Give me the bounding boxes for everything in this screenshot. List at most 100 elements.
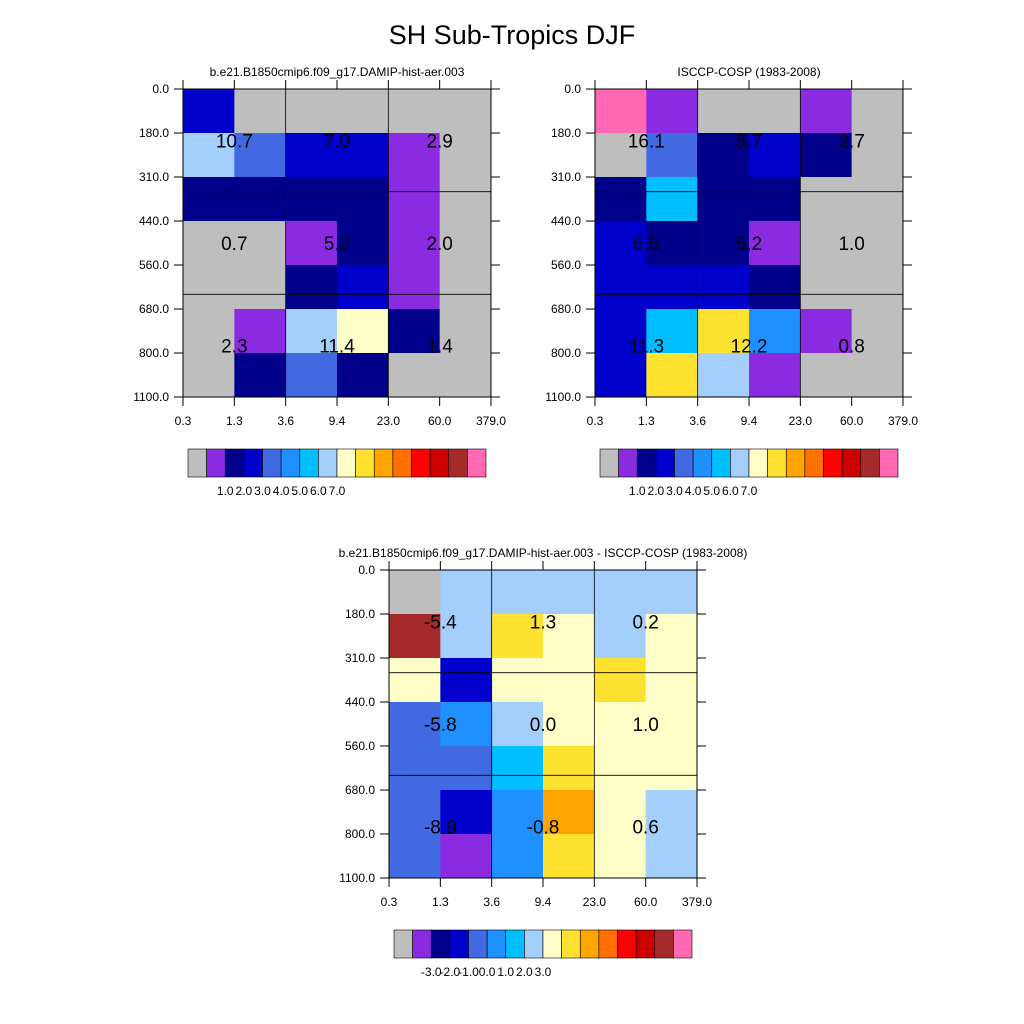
heatmap-cell <box>595 177 647 222</box>
colorbar-swatch <box>393 929 413 959</box>
heatmap-cell <box>749 265 801 310</box>
y-tick-label: 180.0 <box>345 607 375 621</box>
block-value-label: 0.8 <box>838 337 864 358</box>
colorbar-label: 5.0 <box>703 484 720 498</box>
heatmap-cell <box>543 746 595 791</box>
heatmap-cell <box>645 570 698 615</box>
x-tick-label: 3.6 <box>483 895 500 909</box>
colorbar-label: -3.0 <box>421 965 442 979</box>
heatmap-cell <box>439 133 492 178</box>
colorbar-swatch <box>187 448 207 478</box>
heatmap-cell <box>337 309 389 354</box>
x-tick-label: 0.3 <box>587 414 604 428</box>
heatmap-cell <box>337 133 389 178</box>
heatmap-cell <box>594 702 647 747</box>
heatmap-cell <box>851 133 904 178</box>
colorbar-swatch <box>206 448 226 478</box>
block-value-label: 0.2 <box>632 612 658 633</box>
heatmap-cell <box>439 221 492 266</box>
heatmap-cell <box>440 614 493 659</box>
block-value-label: 0.7 <box>221 234 247 255</box>
x-tick-label: 379.0 <box>888 414 918 428</box>
heatmap-cell <box>749 221 801 266</box>
colorbar-swatch <box>486 929 507 959</box>
colorbar-label: 3.0 <box>254 484 271 498</box>
heatmap-cell <box>594 658 647 703</box>
heatmap-cell <box>595 353 647 398</box>
heatmap-cell <box>389 834 441 879</box>
heatmap-cell <box>800 353 853 398</box>
colorbar-swatch <box>448 448 468 478</box>
colorbar-swatch <box>561 929 581 959</box>
colorbar-swatch <box>636 448 657 478</box>
block-value-label: 0.0 <box>530 715 556 736</box>
heatmap-cell <box>491 570 544 615</box>
heatmap-cell <box>440 790 493 835</box>
heatmap-cell <box>594 570 647 615</box>
heatmap-cell <box>749 133 801 178</box>
heatmap-cell <box>234 221 287 266</box>
block-value-label: 16.1 <box>628 131 665 152</box>
heatmap-cell <box>749 353 801 398</box>
block-value-label: 5.2 <box>324 234 350 255</box>
heatmap-cell <box>645 790 698 835</box>
colorbar-swatch <box>280 448 301 478</box>
colorbar-label: 1.0 <box>497 965 514 979</box>
panel-model-title: b.e21.B1850cmip6.f09_g17.DAMIP-hist-aer.… <box>210 65 465 79</box>
y-tick-label: 800.0 <box>551 346 581 360</box>
y-tick-label: 680.0 <box>345 783 375 797</box>
block-value-label: 5.2 <box>736 234 762 255</box>
heatmap-cell <box>851 221 904 266</box>
y-tick-label: 560.0 <box>551 258 581 272</box>
y-tick-label: 0.0 <box>152 82 169 96</box>
block-value-label: 1.4 <box>426 337 453 358</box>
block-value-label: 7.0 <box>324 131 350 152</box>
colorbar-label: 7.0 <box>741 484 758 498</box>
heatmap-cell <box>183 265 235 310</box>
colorbar-label: 1.0 <box>629 484 646 498</box>
x-tick-label: 0.3 <box>381 895 398 909</box>
y-tick-label: 560.0 <box>345 739 375 753</box>
block-value-label: 2.3 <box>221 337 247 358</box>
x-tick-label: 379.0 <box>476 414 506 428</box>
heatmap-cell <box>285 265 338 310</box>
colorbar-label: 4.0 <box>685 484 702 498</box>
colorbar-swatch <box>674 448 694 478</box>
x-tick-label: 9.4 <box>535 895 552 909</box>
colorbar-swatch <box>468 929 488 959</box>
heatmap-cell <box>645 746 698 791</box>
heatmap-cell <box>388 309 441 354</box>
heatmap-cell <box>389 702 441 747</box>
heatmap-cell <box>234 89 287 134</box>
heatmap-cell <box>388 133 441 178</box>
heatmap-cell <box>697 309 750 354</box>
heatmap-cell <box>388 89 441 134</box>
heatmap-cell <box>439 309 492 354</box>
heatmap-cell <box>439 353 492 398</box>
heatmap-cell <box>439 177 492 222</box>
colorbar-swatch <box>449 929 469 959</box>
colorbar-swatch <box>318 448 338 478</box>
heatmap-cell <box>440 570 493 615</box>
heatmap-cell <box>800 133 853 178</box>
colorbar-swatch <box>823 448 843 478</box>
colorbar-swatch <box>860 448 880 478</box>
y-tick-label: 0.0 <box>564 82 581 96</box>
block-value-label: 1.0 <box>632 715 658 736</box>
block-value-label: 0.6 <box>632 818 658 839</box>
x-tick-label: 60.0 <box>634 895 658 909</box>
panel-difference-title: b.e21.B1850cmip6.f09_g17.DAMIP-hist-aer.… <box>339 546 748 560</box>
heatmap-cell <box>697 221 750 266</box>
heatmap-cell <box>543 834 595 879</box>
heatmap-cell <box>800 177 853 222</box>
heatmap-cell <box>389 790 441 835</box>
heatmap-cell <box>749 89 801 134</box>
heatmap-cell <box>234 177 287 222</box>
colorbar-swatch <box>430 929 451 959</box>
colorbar-swatch <box>841 448 862 478</box>
block-value-label: 11.3 <box>629 337 665 358</box>
heatmap-cell <box>749 177 801 222</box>
heatmap-cell <box>851 89 904 134</box>
colorbar-swatch <box>599 448 619 478</box>
heatmap-cell <box>183 309 235 354</box>
